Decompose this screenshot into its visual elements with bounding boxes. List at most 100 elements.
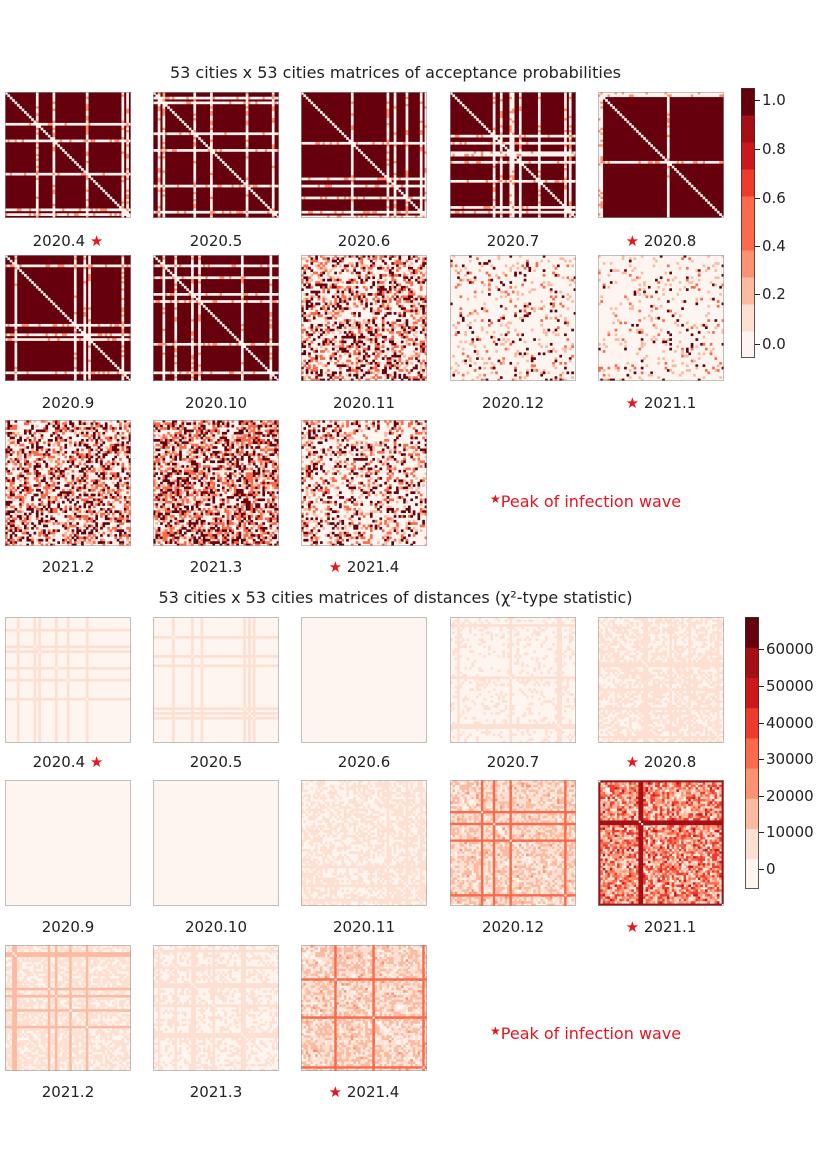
heatmap-cell bbox=[466, 210, 470, 214]
heatmap-cell bbox=[424, 111, 427, 114]
heatmap-cell bbox=[424, 120, 427, 124]
heatmap-cell bbox=[537, 118, 541, 121]
heatmap-cell bbox=[393, 184, 397, 188]
heatmap-cell bbox=[523, 160, 527, 164]
heatmap-cell bbox=[5, 208, 8, 212]
heatmap-cell bbox=[372, 177, 375, 181]
heatmap-cell bbox=[362, 153, 366, 157]
heatmap-cell bbox=[191, 335, 194, 339]
heatmap-cell bbox=[73, 357, 77, 360]
heatmap-cell bbox=[564, 179, 567, 183]
heatmap-cell bbox=[419, 215, 423, 218]
heatmap-cell bbox=[521, 163, 524, 166]
heatmap-cell bbox=[334, 278, 337, 282]
heatmap-cell bbox=[457, 99, 460, 102]
heatmap-cell bbox=[73, 293, 77, 296]
heatmap-cell bbox=[78, 208, 82, 212]
heatmap-cell bbox=[269, 347, 273, 351]
heatmap-cell bbox=[169, 300, 173, 303]
heatmap-cell bbox=[217, 96, 220, 100]
heatmap-cell bbox=[322, 210, 326, 214]
heatmap-cell bbox=[398, 290, 402, 294]
heatmap-cell bbox=[19, 213, 22, 216]
heatmap-cell bbox=[35, 323, 39, 327]
heatmap-cell bbox=[657, 160, 661, 164]
heatmap-cell bbox=[301, 307, 304, 310]
heatmap-cell bbox=[384, 278, 387, 282]
heatmap-cell bbox=[367, 271, 371, 275]
heatmap-cell bbox=[9, 338, 13, 341]
heatmap-cell bbox=[269, 149, 273, 152]
heatmap-cell bbox=[116, 208, 120, 212]
heatmap-cell bbox=[476, 151, 479, 155]
heatmap-cell bbox=[162, 331, 166, 334]
heatmap-cell bbox=[157, 103, 161, 107]
heatmap-cell bbox=[341, 177, 345, 181]
heatmap-cell bbox=[271, 96, 275, 100]
heatmap-cell bbox=[33, 371, 37, 375]
heatmap-cell bbox=[721, 160, 724, 164]
heatmap-cell bbox=[607, 92, 611, 95]
heatmap-cell bbox=[393, 198, 397, 202]
heatmap-cell bbox=[174, 347, 178, 351]
heatmap-cell bbox=[193, 118, 197, 121]
heatmap-cell bbox=[537, 177, 541, 181]
heatmap-cell bbox=[26, 139, 30, 143]
heatmap-cell bbox=[405, 194, 409, 197]
heatmap-cell bbox=[24, 213, 27, 216]
heatmap-cell bbox=[126, 168, 129, 171]
heatmap-cell bbox=[419, 203, 423, 207]
heatmap-cell bbox=[419, 151, 423, 155]
heatmap-cell bbox=[35, 156, 39, 159]
heatmap-cell bbox=[162, 111, 166, 114]
heatmap-cell bbox=[202, 141, 206, 145]
heatmap-cell bbox=[504, 153, 508, 157]
heatmap-cell bbox=[73, 139, 77, 143]
heatmap-cell bbox=[367, 257, 371, 261]
heatmap-cell bbox=[600, 96, 604, 100]
heatmap-cell bbox=[499, 106, 503, 109]
heatmap-cell bbox=[473, 206, 477, 209]
heatmap-cell bbox=[21, 122, 25, 126]
heatmap-cell bbox=[424, 278, 427, 282]
heatmap-cell bbox=[35, 132, 39, 136]
heatmap-cell bbox=[398, 177, 402, 181]
heatmap-cell bbox=[545, 187, 548, 190]
heatmap-cell bbox=[339, 278, 342, 282]
heatmap-cell bbox=[205, 210, 208, 214]
heatmap-cell bbox=[412, 203, 416, 207]
heatmap-cell bbox=[69, 264, 72, 268]
heatmap-cell bbox=[600, 99, 604, 102]
heatmap-cell bbox=[35, 198, 39, 202]
heatmap-cell bbox=[191, 285, 194, 289]
heatmap-cell bbox=[174, 361, 178, 365]
heatmap-cell bbox=[45, 338, 49, 341]
heatmap-cell bbox=[511, 113, 515, 117]
heatmap-cell bbox=[186, 132, 189, 136]
heatmap-cell bbox=[83, 262, 87, 265]
heatmap-cell bbox=[174, 338, 178, 341]
heatmap-cell bbox=[52, 196, 56, 200]
heatmap-cell bbox=[35, 194, 39, 197]
heatmap-cell bbox=[509, 177, 513, 181]
heatmap-cell bbox=[198, 361, 201, 365]
heatmap-cell bbox=[403, 326, 406, 329]
heatmap-cell bbox=[236, 210, 239, 214]
heatmap-cell bbox=[269, 321, 273, 325]
heatmap-cell bbox=[245, 170, 249, 174]
heatmap-cell bbox=[162, 92, 166, 95]
heatmap-cell bbox=[412, 177, 416, 181]
heatmap-cell bbox=[54, 172, 58, 176]
heatmap-cell bbox=[322, 297, 326, 301]
heatmap-cell bbox=[198, 352, 201, 356]
heatmap-cell bbox=[403, 184, 406, 188]
heatmap-cell bbox=[69, 338, 72, 341]
heatmap-cell bbox=[92, 342, 96, 346]
heatmap-cell bbox=[483, 210, 486, 214]
heatmap-cell bbox=[62, 122, 65, 126]
heatmap-cell bbox=[188, 293, 192, 296]
heatmap-cell bbox=[262, 342, 266, 346]
heatmap-cell bbox=[666, 103, 670, 107]
heatmap-cell bbox=[202, 149, 206, 152]
heatmap-cell bbox=[57, 213, 60, 216]
